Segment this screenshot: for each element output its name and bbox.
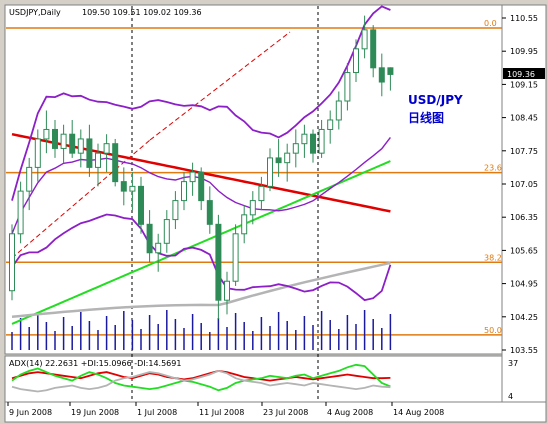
candle-body	[292, 143, 299, 154]
candle-body	[301, 133, 308, 145]
time-tick-label: 11 Jul 2008	[199, 408, 244, 417]
price-tick-label: 107.05	[510, 180, 538, 189]
volume-bars	[11, 310, 392, 350]
candle-body	[26, 166, 33, 192]
candle-body	[387, 67, 394, 75]
indicator-tick-label: 4	[508, 392, 513, 401]
ma-green-line	[11, 160, 391, 325]
price-axis-panel[interactable]	[501, 4, 547, 403]
candle-body	[52, 128, 58, 149]
price-tick-label: 106.35	[510, 213, 538, 222]
main-chart-area[interactable]	[4, 4, 503, 355]
fib-label-0: 0.0	[484, 19, 497, 28]
time-tick-label: 23 Jul 2008	[263, 408, 308, 417]
candle-body	[335, 100, 342, 121]
time-tick-label: 9 Jun 2008	[9, 408, 52, 417]
indicator-line-2	[11, 369, 391, 393]
ohlc-values: 109.50 109.51 109.02 109.36	[82, 8, 202, 17]
candle-body	[138, 185, 144, 225]
candle-body	[181, 181, 187, 202]
price-tick-label: 103.55	[510, 346, 538, 355]
candle-body	[241, 214, 248, 235]
candle-body	[198, 171, 205, 202]
candle-body	[353, 48, 359, 74]
price-tick-label: 109.15	[510, 80, 538, 89]
candle-body	[284, 152, 291, 164]
fib-label-1: 23.6	[484, 164, 502, 173]
candle-body	[43, 128, 50, 140]
trend-channel-lines	[11, 31, 291, 259]
axis-labels: 110.55 109.95 109.15 108.45 107.75 107.05 106.…	[7, 14, 538, 417]
candle-body	[163, 219, 170, 244]
candle-body	[378, 67, 385, 83]
price-tick-label: 104.25	[510, 313, 538, 322]
candle-body	[112, 143, 119, 183]
bollinger-upper	[11, 5, 391, 201]
annotation-pair: USD/JPY	[408, 93, 463, 107]
indicator-line-1	[11, 363, 391, 392]
candle-body	[103, 143, 110, 154]
candle-body	[206, 200, 213, 225]
annotation-type: 日线图	[408, 110, 444, 125]
candle-body	[77, 138, 84, 154]
candle-body	[69, 133, 76, 154]
candle-body	[361, 29, 368, 50]
trend-line-upper	[149, 31, 291, 141]
time-axis-panel[interactable]	[4, 401, 547, 423]
candle-body	[370, 29, 377, 69]
candle-body	[146, 223, 153, 254]
candle-body	[17, 190, 24, 235]
candle-body	[318, 128, 325, 154]
bollinger-lower	[11, 213, 392, 302]
candle-body	[249, 200, 256, 216]
indicator-tick-label: 37	[508, 359, 518, 368]
fib-label-2: 38.2	[484, 253, 502, 262]
current-price-value: 109.36	[507, 70, 535, 79]
price-tick-label: 107.75	[510, 147, 538, 156]
trend-line-lower	[11, 139, 151, 259]
candle-body	[267, 157, 273, 187]
candle-body	[155, 242, 162, 254]
candle-body	[275, 157, 282, 164]
candle-body	[344, 72, 351, 102]
candlesticks	[9, 15, 394, 320]
candle-body	[310, 133, 316, 154]
candle-body	[129, 185, 136, 192]
symbol-label: USDJPY,Daily	[9, 8, 61, 17]
price-tick-label: 109.95	[510, 47, 538, 56]
adx-lines	[11, 363, 391, 393]
price-tick-label: 104.95	[510, 280, 538, 289]
candle-body	[172, 200, 179, 221]
candle-body	[95, 152, 101, 168]
candle-body	[189, 171, 196, 183]
time-tick-label: 4 Aug 2008	[327, 408, 373, 417]
time-tick-label: 14 Aug 2008	[393, 408, 444, 417]
candle-body	[86, 138, 93, 168]
price-tick-label: 105.65	[510, 246, 538, 255]
indicator-line-0	[11, 369, 391, 382]
candle-body	[215, 223, 222, 301]
candle-body	[327, 119, 334, 130]
ma-gray-line	[11, 261, 391, 319]
adx-indicator-label: ADX(14) 22.2631 +DI:15.0966 -DI:14.5691	[9, 359, 181, 368]
candle-body	[232, 233, 239, 282]
candle-body	[60, 133, 67, 149]
current-price-tag	[503, 68, 545, 79]
candle-body	[9, 233, 15, 292]
price-tick-label: 108.45	[510, 114, 538, 123]
time-tick-label: 1 Jul 2008	[137, 408, 177, 417]
candle-body	[120, 181, 127, 192]
candle-body	[34, 138, 41, 168]
time-tick-label: 19 Jun 2008	[71, 408, 119, 417]
candle-body	[258, 185, 265, 202]
candle-body	[224, 280, 230, 301]
price-tick-label: 110.55	[510, 14, 538, 23]
fib-label-3: 50.0	[484, 326, 502, 335]
